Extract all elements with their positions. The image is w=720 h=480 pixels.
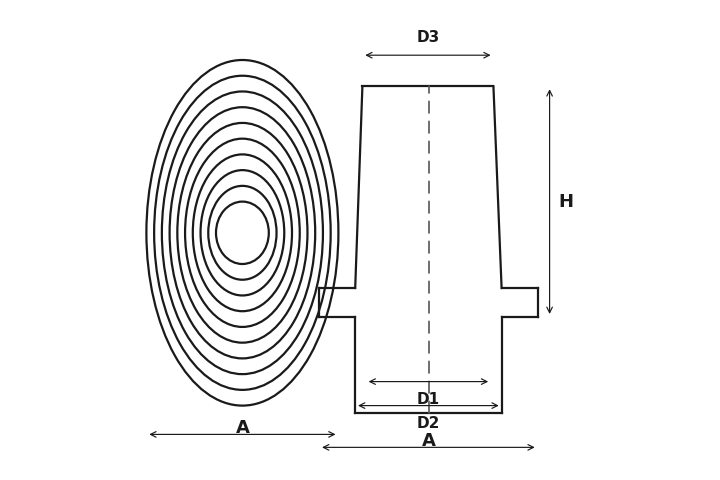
Text: D3: D3: [416, 30, 439, 45]
Text: A: A: [235, 419, 249, 437]
Text: A: A: [421, 432, 436, 450]
Text: D1: D1: [417, 392, 440, 407]
Text: H: H: [558, 192, 573, 211]
Text: D2: D2: [417, 416, 440, 431]
